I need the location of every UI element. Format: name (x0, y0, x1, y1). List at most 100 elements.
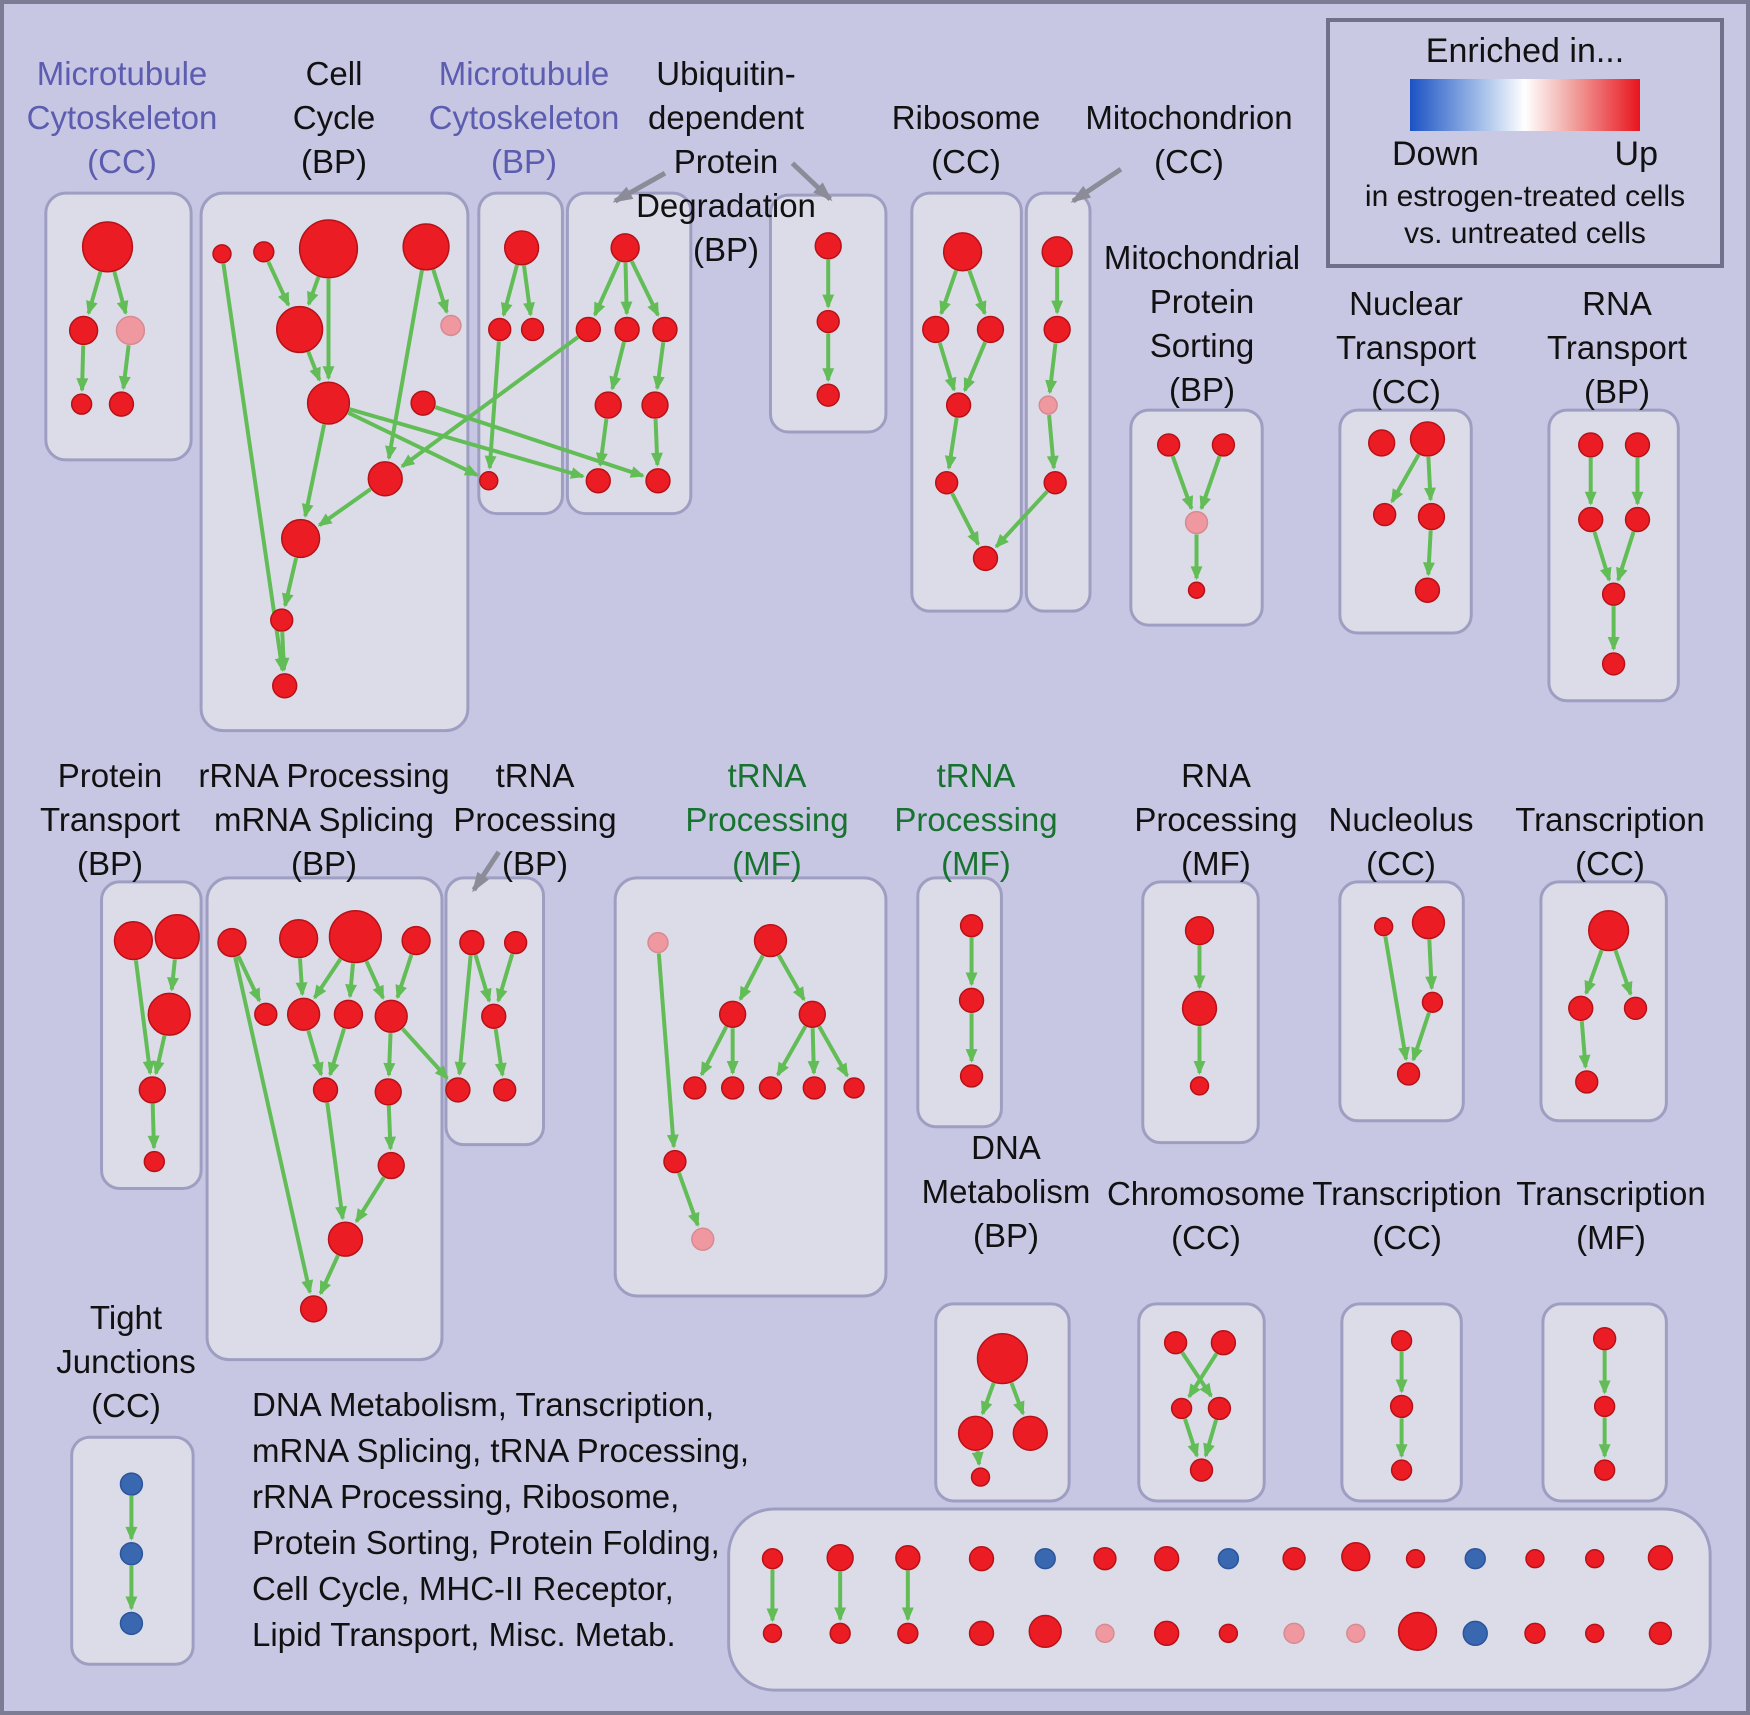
node-cell-cycle-4 (276, 305, 324, 354)
node-dna-metabolism-0 (976, 1333, 1029, 1385)
node-rrna-mrna-5 (286, 997, 321, 1031)
edges-layer (76, 259, 1644, 1623)
edge-rrna-mrna-11 (325, 1102, 348, 1221)
edge-ribosome-1 (967, 269, 987, 316)
edge-rrna-mrna-0 (236, 955, 262, 1003)
node-cell-cycle-1 (253, 241, 275, 263)
node-trna-bp-0 (459, 929, 485, 956)
node-trna-mf-1-6 (758, 1076, 783, 1100)
group-box-nucleolus (1338, 880, 1465, 1123)
diagram-svg (44, 161, 1712, 1692)
edge-nucleolus-1 (1411, 1012, 1431, 1062)
edge-trna-mf-1-2 (777, 954, 806, 1002)
node-mixed-cluster-20 (1095, 1623, 1115, 1644)
edge-trna-mf-1-1 (738, 954, 765, 1001)
node-nuclear-transport-0 (1367, 429, 1396, 457)
edge-microtubule-cc-3 (118, 345, 131, 391)
cross-edge-4 (401, 1027, 449, 1080)
node-trna-mf-1-9 (663, 1149, 687, 1174)
edge-rrna-mrna-1 (295, 958, 308, 997)
edge-cell-cycle-0 (266, 260, 291, 307)
node-mixed-cluster-19 (1028, 1614, 1062, 1649)
edge-rna-transport-2 (1592, 531, 1612, 582)
node-ubiquitin-1-0 (610, 233, 640, 263)
node-mito-sorting-0 (1156, 433, 1181, 457)
edge-microtubule-bp-0 (500, 264, 519, 317)
node-transcription-mf-1 (1593, 1395, 1616, 1418)
node-tight-junctions-0 (119, 1472, 144, 1496)
legend-down-label: Down (1392, 135, 1479, 173)
node-rna-transport-2 (1578, 506, 1604, 533)
node-mixed-cluster-12 (1525, 1549, 1545, 1569)
edge-trna-mf-1-3 (699, 1025, 729, 1077)
node-mitochondrion-3 (1043, 471, 1067, 495)
node-rrna-mrna-9 (374, 1078, 402, 1106)
node-transcription-cc-2-0 (1390, 1330, 1413, 1352)
annotation-arrow-1 (790, 161, 833, 202)
node-ubiquitin-1-7 (645, 468, 671, 494)
node-mixed-cluster-26 (1462, 1620, 1488, 1647)
edge-trna-mf-1-7 (817, 1025, 849, 1078)
node-rna-processing-mf-1 (1181, 990, 1218, 1026)
edge-ubiquitin-1-6 (650, 418, 663, 467)
edge-dna-metabolism-0 (980, 1382, 996, 1416)
node-trna-mf-1-10 (691, 1227, 715, 1251)
node-nucleolus-1 (1411, 906, 1446, 940)
node-mitochondrion-2 (1038, 395, 1058, 415)
node-mixed-cluster-9 (1341, 1542, 1371, 1572)
node-transcription-cc-1-3 (1575, 1070, 1599, 1094)
node-mixed-cluster-22 (1218, 1623, 1239, 1644)
node-trna-mf-1-0 (647, 931, 669, 954)
edge-rrna-mrna-6 (306, 1029, 324, 1077)
node-ribosome-0 (942, 232, 983, 272)
node-protein-transport-2 (147, 992, 191, 1036)
legend-gradient-bar (1410, 79, 1640, 131)
legend-scale-labels: Down Up (1330, 135, 1720, 174)
node-cell-cycle-3 (402, 223, 450, 271)
node-microtubule-cc-3 (70, 393, 93, 415)
node-ribosome-2 (976, 315, 1005, 344)
node-trna-mf-1-5 (720, 1076, 745, 1100)
node-chromosome-3 (1207, 1396, 1232, 1421)
node-cell-cycle-11 (272, 673, 298, 699)
edge-transcription-cc-1-2 (1578, 1021, 1591, 1070)
node-rna-transport-3 (1624, 506, 1651, 533)
edge-rrna-mrna-5 (395, 954, 414, 1000)
node-nucleolus-2 (1421, 991, 1444, 1014)
edge-mitochondrion-2 (1046, 414, 1059, 470)
edge-microtubule-cc-1 (112, 271, 129, 316)
edge-cell-cycle-10 (221, 263, 287, 673)
node-microtubule-bp-3 (479, 471, 499, 491)
node-ubiquitin-1-3 (652, 316, 678, 343)
node-microtubule-bp-0 (503, 230, 540, 266)
edge-rrna-mrna-8 (383, 1033, 396, 1077)
node-mixed-cluster-15 (762, 1623, 783, 1644)
node-rna-transport-0 (1578, 432, 1604, 458)
edge-cell-cycle-3 (431, 269, 449, 315)
node-cell-cycle-0 (212, 244, 232, 264)
node-transcription-cc-2-1 (1389, 1394, 1414, 1419)
node-trna-mf-1-4 (683, 1076, 707, 1100)
edge-microtubule-cc-2 (76, 345, 89, 393)
group-box-rna-transport (1547, 408, 1680, 703)
node-rrna-mrna-2 (328, 910, 383, 964)
edge-protein-transport-2 (152, 1035, 167, 1076)
node-microtubule-bp-1 (488, 317, 512, 342)
node-rrna-mrna-8 (312, 1077, 339, 1103)
node-rna-transport-4 (1601, 582, 1626, 606)
edge-ribosome-4 (944, 417, 959, 470)
node-chromosome-1 (1210, 1330, 1237, 1356)
edge-dna-metabolism-1 (1009, 1382, 1025, 1416)
node-mixed-cluster-8 (1282, 1547, 1306, 1571)
edge-cell-cycle-5 (306, 350, 322, 382)
node-ubiquitin-1-4 (594, 391, 622, 419)
node-cell-cycle-8 (367, 461, 403, 497)
edge-mito-sorting-0 (1170, 455, 1194, 511)
node-nucleolus-3 (1396, 1062, 1421, 1086)
edge-nuclear-transport-1 (1424, 456, 1436, 502)
edge-protein-transport-1 (167, 959, 179, 992)
edge-trna-mf-1-8 (677, 1172, 700, 1228)
edge-rrna-mrna-4 (364, 960, 385, 1000)
node-ubiquitin-1-6 (585, 468, 611, 494)
edge-ubiquitin-1-3 (609, 341, 626, 391)
